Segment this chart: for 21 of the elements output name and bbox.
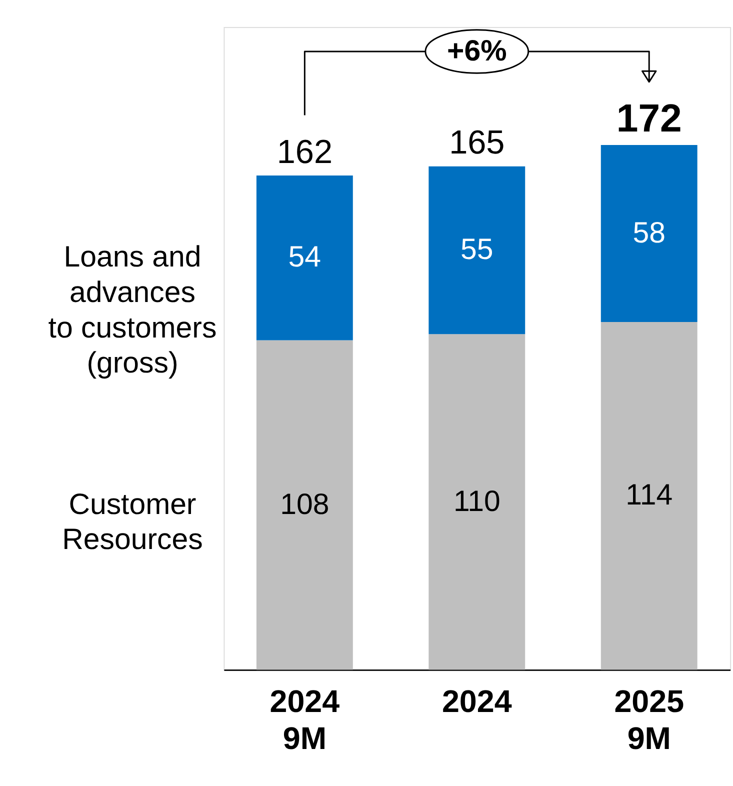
series-label: Loans and advances to customers (gross) xyxy=(48,240,217,380)
bar xyxy=(600,322,698,670)
x-tick-label: 2024 9M xyxy=(270,684,340,756)
text: +6% xyxy=(447,34,507,68)
bar xyxy=(428,166,526,334)
bar xyxy=(256,340,353,670)
bar xyxy=(600,145,698,322)
data-label: 110 xyxy=(453,484,500,518)
total-label: 162 xyxy=(276,134,333,171)
data-label: 114 xyxy=(626,478,673,512)
bar xyxy=(428,334,526,670)
data-label: 58 xyxy=(632,216,666,250)
bar xyxy=(256,176,353,340)
data-label: 108 xyxy=(280,488,330,521)
total-label: 165 xyxy=(449,124,505,162)
total-label: 172 xyxy=(616,96,682,140)
series-label: Customer Resources xyxy=(62,488,203,556)
data-label: 55 xyxy=(460,233,494,266)
x-tick-label: 2024 xyxy=(442,684,512,719)
data-label: 54 xyxy=(288,240,322,274)
x-tick-label: 2025 9M xyxy=(614,684,684,756)
